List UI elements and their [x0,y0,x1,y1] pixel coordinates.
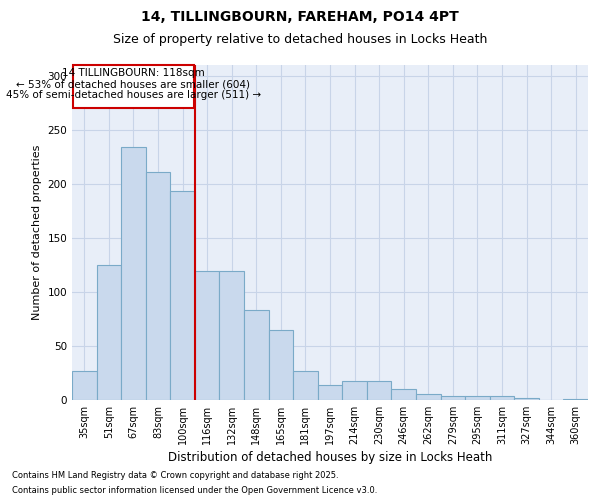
Bar [195,272,220,400]
Bar [72,371,97,400]
Bar [367,380,391,400]
Bar [146,172,170,400]
Bar [220,272,244,400]
Bar [563,399,588,400]
Text: ← 53% of detached houses are smaller (604): ← 53% of detached houses are smaller (60… [16,79,250,89]
Bar [391,389,416,400]
Bar [269,330,293,400]
Bar [490,396,514,400]
Bar [73,65,194,108]
Text: 45% of semi-detached houses are larger (511) →: 45% of semi-detached houses are larger (… [6,90,261,100]
Bar [440,396,465,400]
Bar [465,396,490,400]
Bar [170,192,195,400]
Bar [342,380,367,400]
Text: Size of property relative to detached houses in Locks Heath: Size of property relative to detached ho… [113,32,487,46]
Text: Contains HM Land Registry data © Crown copyright and database right 2025.: Contains HM Land Registry data © Crown c… [12,471,338,480]
Bar [318,385,342,400]
Y-axis label: Number of detached properties: Number of detached properties [32,145,42,320]
X-axis label: Distribution of detached houses by size in Locks Heath: Distribution of detached houses by size … [168,451,492,464]
Text: 14 TILLINGBOURN: 118sqm: 14 TILLINGBOURN: 118sqm [62,68,205,78]
Bar [121,147,146,400]
Bar [244,310,269,400]
Text: Contains public sector information licensed under the Open Government Licence v3: Contains public sector information licen… [12,486,377,495]
Bar [97,265,121,400]
Text: 14, TILLINGBOURN, FAREHAM, PO14 4PT: 14, TILLINGBOURN, FAREHAM, PO14 4PT [141,10,459,24]
Bar [514,398,539,400]
Bar [293,371,318,400]
Bar [416,394,440,400]
